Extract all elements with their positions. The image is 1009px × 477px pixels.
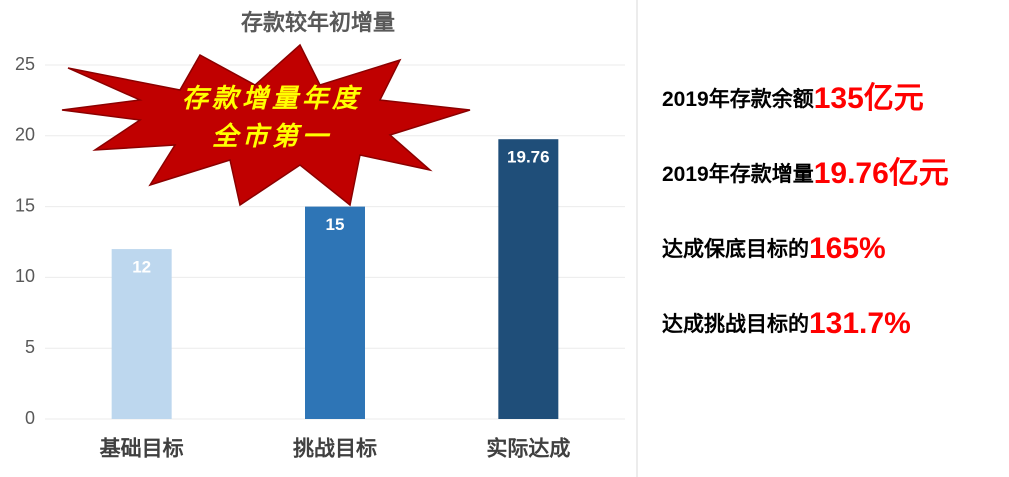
x-tick-label: 实际达成 [486,437,570,461]
side-notes: 2019年存款余额135亿元2019年存款增量19.76亿元达成保底目标的165… [662,82,949,340]
note-label: 达成挑战目标的 [662,312,809,336]
side-note: 2019年存款余额135亿元 [662,82,924,115]
bar [305,206,365,419]
y-tick-label: 5 [25,337,35,357]
side-note: 2019年存款增量19.76亿元 [662,157,949,190]
x-tick-label: 挑战目标 [293,437,377,461]
note-value: 19.76亿元 [814,157,949,190]
y-tick-label: 15 [15,195,35,215]
side-note: 达成挑战目标的131.7% [662,307,911,340]
bar [111,249,172,419]
x-tick-label: 基础目标 [100,437,184,461]
note-value: 165% [809,232,886,265]
note-value: 135亿元 [814,82,924,115]
y-tick-label: 10 [15,266,35,286]
note-label: 达成保底目标的 [662,237,809,261]
bar [498,139,559,419]
data-label: 15 [326,215,345,234]
note-label: 2019年存款余额 [662,87,814,111]
note-value: 131.7% [809,307,911,340]
chart-title: 存款较年初增量 [241,10,395,35]
note-label: 2019年存款增量 [662,162,814,186]
y-tick-label: 25 [15,54,35,74]
side-note: 达成保底目标的165% [662,232,886,265]
data-label: 12 [132,258,151,277]
starburst [61,43,471,207]
y-tick-label: 0 [25,408,35,428]
data-label: 19.76 [507,148,550,167]
annotation: 全市第一 [212,121,332,151]
annotation: 存款增量年度 [182,83,363,113]
y-tick-label: 20 [15,125,35,145]
plot-area: 0 5 10 15 20 25 基础目标 12 挑战目标 15 实际达成 19.76 [15,54,625,461]
